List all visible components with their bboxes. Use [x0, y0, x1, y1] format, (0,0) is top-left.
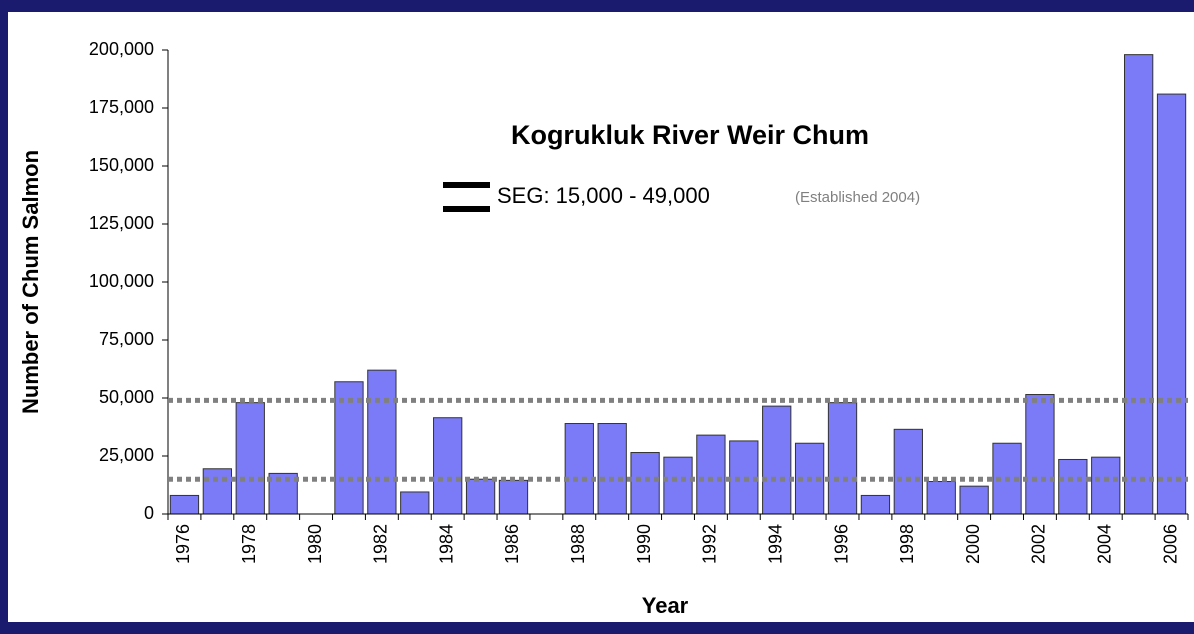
bar — [1025, 394, 1055, 515]
bar — [433, 417, 463, 515]
x-tick-label: 2000 — [963, 524, 983, 564]
y-tick-label: 125,000 — [89, 213, 154, 233]
x-tick-label: 1990 — [634, 524, 654, 564]
bar — [465, 478, 496, 515]
bar — [597, 423, 627, 515]
bar — [1091, 456, 1121, 515]
legend-icon — [443, 182, 490, 188]
y-tick-label: 150,000 — [89, 155, 154, 175]
y-tick-label: 50,000 — [99, 387, 154, 407]
x-tick-label: 2006 — [1160, 524, 1180, 564]
bar — [202, 468, 233, 515]
y-tick-label: 100,000 — [89, 271, 154, 291]
y-tick-label: 175,000 — [89, 97, 154, 117]
bar — [663, 456, 693, 515]
x-tick-label: 1986 — [502, 524, 522, 564]
bar — [169, 494, 200, 515]
x-tick-label: 1982 — [371, 524, 391, 564]
x-tick-label: 1976 — [173, 524, 193, 564]
bar — [1156, 93, 1187, 515]
bar — [630, 452, 660, 515]
bar — [235, 402, 265, 515]
bar — [696, 434, 726, 515]
y-tick-label: 200,000 — [89, 39, 154, 59]
legend-label: SEG: 15,000 - 49,000 — [497, 183, 710, 208]
x-tick-label: 2002 — [1029, 524, 1049, 564]
x-tick-label: 2004 — [1094, 524, 1114, 564]
x-tick-label: 1994 — [765, 524, 785, 564]
bar — [564, 423, 594, 515]
bar — [1123, 54, 1154, 515]
bar — [827, 402, 858, 515]
x-tick-label: 1988 — [568, 524, 588, 564]
bar — [893, 428, 923, 515]
y-axis-label: Number of Chum Salmon — [18, 150, 43, 414]
x-axis-label: Year — [642, 593, 689, 618]
chart-title: Kogrukluk River Weir Chum — [511, 120, 869, 150]
bar — [860, 494, 891, 515]
background — [8, 12, 1194, 622]
x-tick-label: 1996 — [831, 524, 851, 564]
bar — [926, 481, 956, 515]
x-tick-label: 1992 — [700, 524, 720, 564]
legend-note: (Established 2004) — [795, 189, 920, 206]
x-tick-label: 1984 — [436, 524, 456, 564]
bar — [334, 381, 364, 515]
bar — [498, 479, 529, 515]
y-tick-label: 25,000 — [99, 445, 154, 465]
legend-icon — [443, 206, 490, 212]
y-tick-label: 75,000 — [99, 329, 154, 349]
x-tick-label: 1978 — [239, 524, 259, 564]
bar — [762, 405, 792, 515]
bar — [1058, 458, 1088, 515]
bar — [400, 491, 430, 515]
x-tick-label: 1998 — [897, 524, 917, 564]
bar — [959, 485, 989, 515]
bar — [268, 472, 298, 515]
y-tick-label: 0 — [144, 503, 154, 523]
bar — [367, 369, 397, 515]
x-tick-label: 1980 — [305, 524, 325, 564]
